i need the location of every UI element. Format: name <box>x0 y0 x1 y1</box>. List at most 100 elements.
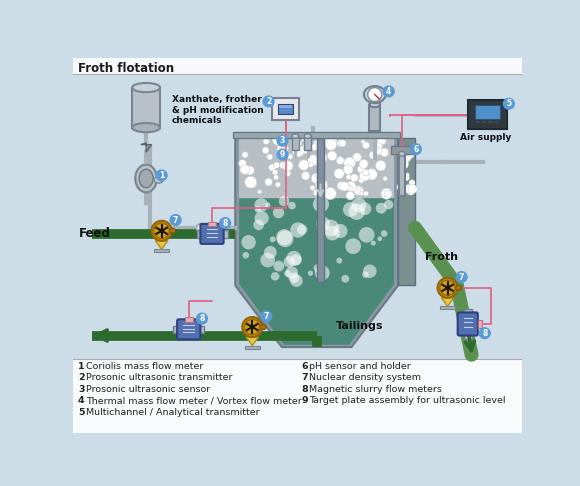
Polygon shape <box>235 135 398 347</box>
Circle shape <box>267 154 273 160</box>
Bar <box>245 346 260 348</box>
FancyBboxPatch shape <box>273 98 299 120</box>
Circle shape <box>334 169 345 179</box>
Circle shape <box>197 224 204 231</box>
Circle shape <box>255 206 261 212</box>
Circle shape <box>280 162 287 169</box>
Circle shape <box>276 229 292 245</box>
Ellipse shape <box>399 152 405 156</box>
Circle shape <box>273 260 284 272</box>
Circle shape <box>250 325 255 330</box>
Text: 7: 7 <box>301 373 308 382</box>
Circle shape <box>291 254 302 265</box>
Circle shape <box>273 162 280 168</box>
Bar <box>199 326 204 333</box>
Ellipse shape <box>135 165 157 192</box>
Circle shape <box>260 253 275 267</box>
Circle shape <box>160 228 164 233</box>
Text: 7: 7 <box>263 312 269 321</box>
Circle shape <box>400 160 408 169</box>
Circle shape <box>400 156 409 164</box>
Circle shape <box>242 152 248 158</box>
Circle shape <box>369 151 377 159</box>
Circle shape <box>353 153 361 162</box>
Bar <box>476 121 480 123</box>
Circle shape <box>409 180 415 186</box>
Circle shape <box>241 235 256 249</box>
Bar <box>280 105 292 108</box>
Bar <box>317 139 324 282</box>
Circle shape <box>405 156 411 161</box>
Circle shape <box>289 273 299 283</box>
Circle shape <box>351 198 367 212</box>
Text: Target plate assembly for ultrasonic level: Target plate assembly for ultrasonic lev… <box>309 397 505 405</box>
FancyBboxPatch shape <box>467 100 506 129</box>
Bar <box>239 139 394 198</box>
Circle shape <box>297 225 307 235</box>
Circle shape <box>314 264 321 272</box>
Circle shape <box>311 173 322 184</box>
Bar <box>278 104 293 114</box>
Circle shape <box>345 238 361 254</box>
Circle shape <box>354 186 363 195</box>
Circle shape <box>357 165 365 173</box>
Bar <box>464 334 472 339</box>
Bar <box>72 359 522 433</box>
Circle shape <box>299 160 309 170</box>
Circle shape <box>404 185 413 193</box>
Circle shape <box>336 258 342 263</box>
Circle shape <box>285 171 291 176</box>
Circle shape <box>314 140 320 146</box>
Text: Tailings: Tailings <box>336 321 383 331</box>
Circle shape <box>349 204 365 220</box>
Circle shape <box>337 182 346 190</box>
Circle shape <box>316 173 322 178</box>
Circle shape <box>374 148 382 156</box>
Circle shape <box>300 145 309 154</box>
Ellipse shape <box>154 177 163 183</box>
Circle shape <box>325 226 340 241</box>
Circle shape <box>255 198 268 212</box>
Text: 3: 3 <box>78 385 85 394</box>
Text: Coriolis mass flow meter: Coriolis mass flow meter <box>86 362 203 371</box>
Text: 8: 8 <box>200 314 205 323</box>
Ellipse shape <box>139 169 153 188</box>
Circle shape <box>277 230 293 247</box>
Bar <box>281 110 289 111</box>
Circle shape <box>343 202 358 217</box>
Circle shape <box>358 178 364 183</box>
Circle shape <box>249 180 257 188</box>
Circle shape <box>308 155 319 166</box>
Circle shape <box>325 139 337 150</box>
Circle shape <box>245 176 257 188</box>
Circle shape <box>342 275 349 283</box>
Circle shape <box>271 272 280 280</box>
Circle shape <box>296 140 302 146</box>
Bar <box>208 222 216 226</box>
Circle shape <box>384 200 393 209</box>
Circle shape <box>283 161 293 171</box>
Circle shape <box>381 230 387 237</box>
Bar <box>494 121 499 123</box>
Text: Feed: Feed <box>79 227 111 241</box>
Circle shape <box>346 174 351 180</box>
Circle shape <box>263 96 274 107</box>
Polygon shape <box>246 337 259 346</box>
Text: 4: 4 <box>386 87 392 96</box>
FancyBboxPatch shape <box>200 224 224 244</box>
Circle shape <box>404 175 409 181</box>
Circle shape <box>503 98 514 109</box>
Circle shape <box>480 328 490 339</box>
Circle shape <box>377 136 386 145</box>
Circle shape <box>360 171 369 181</box>
Bar <box>304 136 311 150</box>
Circle shape <box>309 162 313 167</box>
Circle shape <box>324 188 336 200</box>
Text: 6: 6 <box>413 145 418 154</box>
Circle shape <box>240 165 250 174</box>
Circle shape <box>363 264 376 278</box>
Ellipse shape <box>455 285 462 290</box>
Circle shape <box>302 172 310 180</box>
Circle shape <box>344 157 356 169</box>
Circle shape <box>308 271 313 276</box>
